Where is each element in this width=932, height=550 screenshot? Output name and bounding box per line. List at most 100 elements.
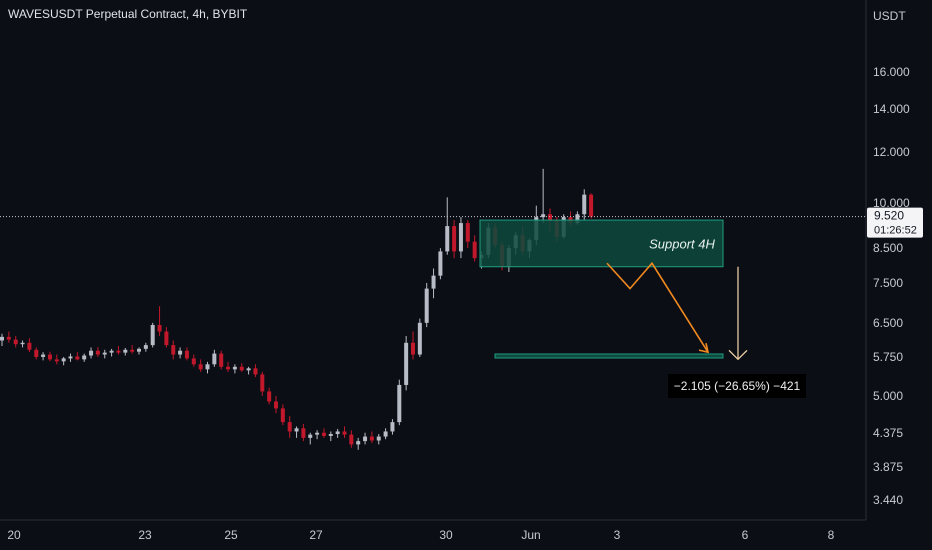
candle-body: [109, 350, 114, 353]
projection-arrowhead: [698, 342, 710, 354]
candle-body: [219, 353, 224, 367]
measure-arrowhead: [728, 349, 748, 361]
candle-body: [61, 358, 66, 362]
candle-body: [411, 342, 415, 355]
candle-body: [239, 366, 244, 371]
candle-body: [123, 349, 128, 353]
candle-body: [541, 214, 546, 218]
current-price-badge: [867, 207, 923, 238]
candle-body: [390, 422, 395, 432]
price-tick-label: 3.440: [873, 493, 903, 507]
support-zone-layer: Support 4H: [479, 219, 724, 359]
price-tick-label: 5.750: [873, 350, 903, 364]
price-tick-label: 5.000: [873, 389, 903, 403]
candle-body: [458, 223, 463, 252]
candle-body: [321, 432, 326, 436]
candle-body: [232, 366, 237, 370]
candle-body: [13, 339, 18, 345]
candle-body: [54, 359, 59, 362]
support-zone-box: [479, 219, 724, 268]
support-zone-label: Support 4H: [649, 236, 715, 251]
candle-body: [417, 322, 422, 355]
candle-body: [68, 356, 73, 359]
candle-body: [452, 226, 457, 252]
time-tick-label: 23: [138, 528, 152, 542]
price-tick-label: 12.000: [873, 145, 910, 159]
time-tick-label: 27: [309, 528, 323, 542]
candle-body: [116, 350, 121, 353]
measure-label: −2.105 (−26.65%) −421: [674, 379, 801, 393]
price-tick-label: 4.375: [873, 426, 903, 440]
candle-body: [27, 342, 32, 350]
candle-body: [95, 350, 100, 355]
candle-body: [102, 352, 107, 355]
candle-body: [582, 194, 587, 215]
price-tick-label: 3.875: [873, 460, 903, 474]
price-tick-label: 10.000: [873, 196, 910, 210]
candle-body: [404, 342, 409, 385]
candle-body: [589, 194, 594, 217]
chart-title: WAVESUSDT Perpetual Contract, 4h, BYBIT: [8, 7, 248, 21]
candle-body: [575, 214, 580, 224]
candle-body: [137, 348, 141, 352]
candle-body: [246, 368, 251, 371]
candle-body: [308, 434, 313, 438]
candle-body: [198, 364, 203, 370]
price-axis: USDT 16.000 14.000 12.000 10.000 8.500 7.500 6.…: [873, 9, 910, 507]
candle-body: [445, 226, 450, 252]
candle-body: [41, 354, 46, 357]
target-level-box: [494, 353, 724, 359]
time-tick-label: Jun: [521, 528, 540, 542]
price-tick-label: 16.000: [873, 65, 910, 79]
candle-body: [397, 384, 402, 423]
candle-body: [20, 342, 25, 345]
price-tick-label: 8.500: [873, 241, 903, 255]
time-tick-label: 6: [742, 528, 749, 542]
time-tick-label: 25: [224, 528, 238, 542]
candle-body: [328, 434, 333, 436]
projection-layer: [606, 261, 748, 361]
current-price-value: 9.520: [874, 209, 904, 223]
candle-body: [274, 401, 278, 409]
time-tick-label: 30: [439, 528, 453, 542]
candle-body: [335, 431, 340, 435]
price-axis-currency: USDT: [873, 9, 906, 23]
candles-layer: [0, 168, 594, 450]
time-tick-label: 3: [614, 528, 621, 542]
current-price-countdown: 01:26:52: [874, 225, 917, 237]
price-tick-label: 7.500: [873, 276, 903, 290]
candle-body: [260, 374, 265, 392]
candle-body: [472, 241, 477, 259]
candle-body: [82, 355, 87, 360]
time-axis: 20 23 25 27 30 Jun 3 6 8: [7, 528, 834, 542]
candle-body: [143, 345, 148, 349]
candle-body: [287, 422, 292, 432]
candle-body: [438, 251, 443, 276]
candle-body: [89, 350, 94, 356]
candle-body: [349, 434, 354, 445]
candle-body: [191, 358, 196, 365]
price-tick-label: 6.500: [873, 316, 903, 330]
candle-body: [130, 349, 135, 352]
time-tick-label: 20: [7, 528, 21, 542]
candle-body: [157, 324, 162, 332]
measure-label-box: [668, 374, 806, 399]
candle-body: [424, 288, 429, 323]
candle-body: [280, 408, 285, 423]
candle-body: [267, 391, 272, 402]
candle-body: [6, 336, 11, 340]
candle-body: [342, 431, 347, 435]
candle-body: [315, 432, 320, 435]
candle-body: [150, 324, 155, 346]
candle-body: [356, 441, 361, 445]
projection-path: [606, 261, 709, 353]
candle-body: [383, 431, 388, 437]
candle-body: [431, 275, 436, 289]
candle-body: [0, 336, 4, 341]
candle-body: [301, 428, 306, 438]
candle-body: [548, 214, 552, 221]
candle-body: [212, 353, 217, 365]
candle-body: [34, 349, 39, 357]
candle-body: [226, 366, 231, 370]
